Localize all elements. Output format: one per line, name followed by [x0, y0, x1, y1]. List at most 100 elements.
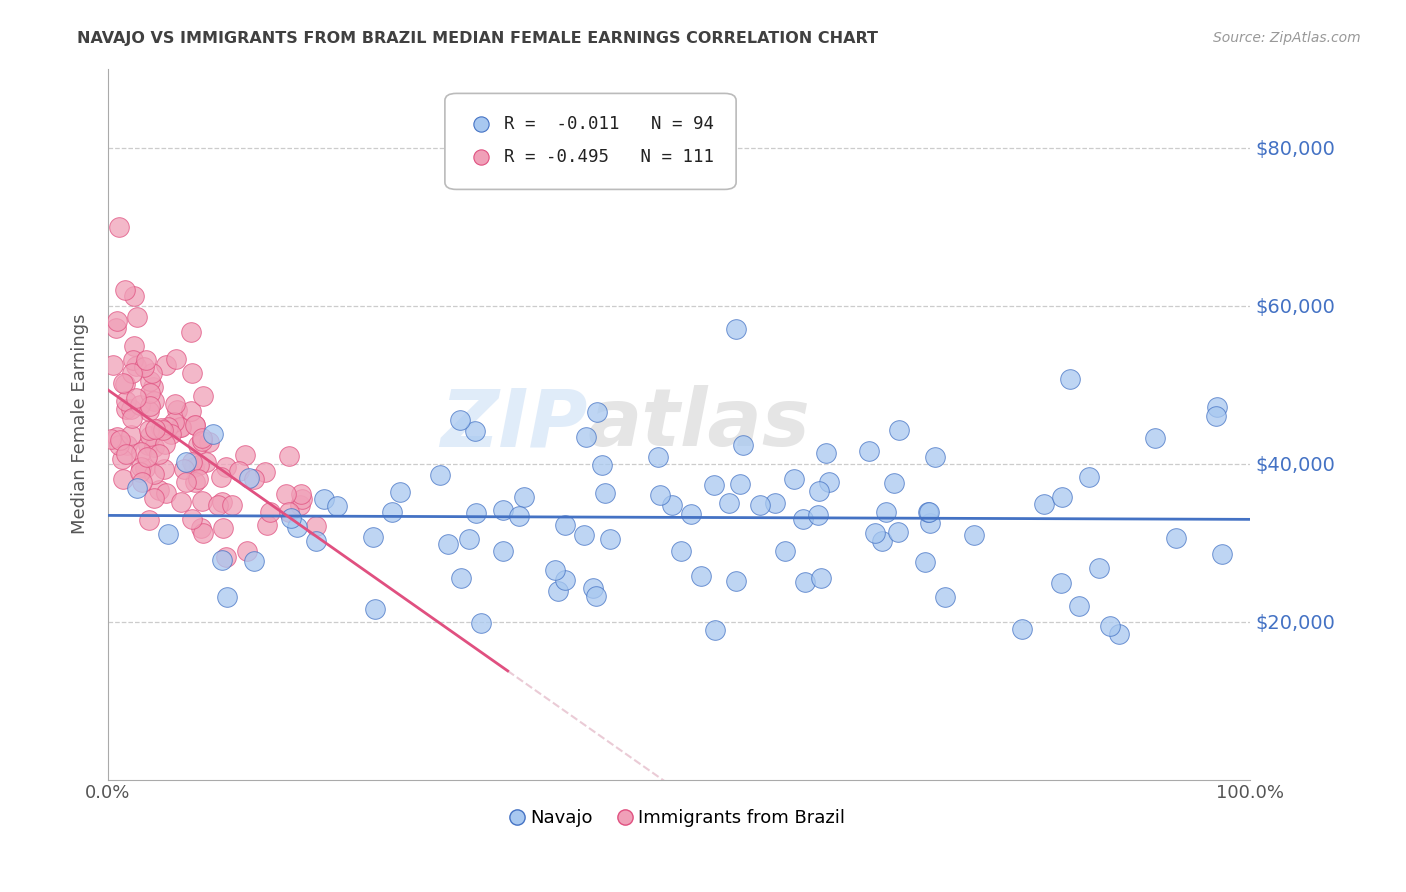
Point	[807, 483, 830, 498]
Point	[783, 472, 806, 486]
Point	[170, 495, 193, 509]
Point	[918, 505, 941, 519]
Point	[108, 433, 131, 447]
Point	[924, 450, 946, 464]
Point	[1088, 561, 1111, 575]
Point	[554, 574, 576, 588]
Point	[124, 359, 146, 374]
Point	[156, 420, 179, 434]
Point	[914, 555, 936, 569]
Point	[114, 394, 136, 409]
Point	[215, 591, 238, 605]
Point	[585, 405, 607, 419]
Point	[508, 508, 530, 523]
Point	[1143, 431, 1166, 445]
Point	[1078, 470, 1101, 484]
Point	[129, 445, 152, 459]
Point	[661, 499, 683, 513]
Point	[290, 498, 312, 512]
Point	[114, 283, 136, 297]
Point	[917, 505, 939, 519]
Point	[176, 475, 198, 490]
Point	[180, 403, 202, 417]
Point	[259, 506, 281, 520]
Point	[513, 490, 536, 504]
Point	[201, 426, 224, 441]
Point	[209, 469, 232, 483]
Point	[593, 486, 616, 500]
Point	[554, 517, 576, 532]
Point	[492, 503, 515, 517]
Text: R = -0.495   N = 111: R = -0.495 N = 111	[505, 148, 714, 167]
Point	[142, 380, 165, 394]
Point	[228, 464, 250, 478]
Point	[159, 426, 181, 441]
Point	[134, 461, 156, 475]
Point	[148, 447, 170, 461]
Point	[136, 450, 159, 465]
Point	[134, 352, 156, 367]
Point	[163, 415, 186, 429]
Point	[127, 310, 149, 325]
Point	[763, 496, 786, 510]
Point	[575, 429, 598, 443]
Point	[132, 360, 155, 375]
Point	[1050, 490, 1073, 504]
Point	[138, 423, 160, 437]
Point	[582, 581, 605, 595]
Text: ZIP: ZIP	[440, 385, 588, 463]
Point	[1108, 627, 1130, 641]
Point	[149, 421, 172, 435]
Point	[669, 544, 692, 558]
Point	[679, 507, 702, 521]
Point	[718, 496, 741, 510]
Point	[291, 492, 314, 507]
Point	[129, 460, 152, 475]
Point	[254, 465, 277, 479]
Point	[191, 430, 214, 444]
Text: R =  -0.011   N = 94: R = -0.011 N = 94	[505, 115, 714, 133]
Point	[731, 438, 754, 452]
Point	[129, 398, 152, 412]
Point	[326, 499, 349, 513]
Point	[198, 434, 221, 449]
FancyBboxPatch shape	[444, 94, 737, 189]
Point	[703, 478, 725, 492]
Point	[1011, 623, 1033, 637]
Point	[139, 399, 162, 413]
Point	[1067, 599, 1090, 613]
Point	[169, 419, 191, 434]
Point	[591, 458, 613, 472]
Point	[887, 525, 910, 540]
Point	[111, 451, 134, 466]
Point	[285, 520, 308, 534]
Point	[492, 543, 515, 558]
Point	[173, 462, 195, 476]
Point	[728, 477, 751, 491]
Point	[465, 506, 488, 520]
Point	[181, 512, 204, 526]
Point	[112, 376, 135, 391]
Point	[792, 512, 814, 526]
Point	[449, 413, 471, 427]
Point	[236, 544, 259, 558]
Point	[920, 516, 942, 530]
Point	[1205, 409, 1227, 424]
Point	[457, 532, 479, 546]
Point	[143, 422, 166, 436]
Point	[122, 289, 145, 303]
Point	[141, 366, 163, 380]
Point	[810, 571, 832, 585]
Point	[215, 459, 238, 474]
Point	[211, 521, 233, 535]
Point	[863, 526, 886, 541]
Point	[242, 472, 264, 486]
Point	[1033, 497, 1056, 511]
Point	[429, 468, 451, 483]
Point	[1059, 371, 1081, 385]
Point	[155, 359, 177, 373]
Point	[131, 475, 153, 490]
Point	[136, 437, 159, 451]
Point	[437, 537, 460, 551]
Point	[122, 352, 145, 367]
